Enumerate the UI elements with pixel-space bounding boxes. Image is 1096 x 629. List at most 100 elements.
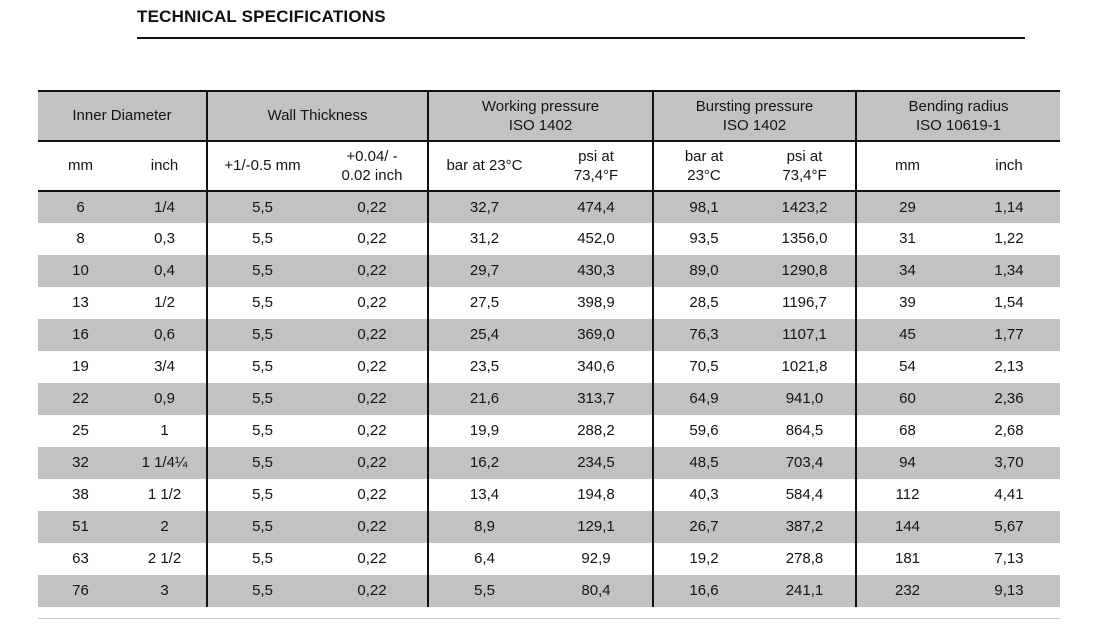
cell: 1290,8 [754,255,857,287]
group-header-working-pressure: Working pressure ISO 1402 [428,90,654,142]
unit-header-bursting-psi: psi at 73,4°F [754,141,857,192]
cell: 2,36 [958,383,1061,415]
cell: 1423,2 [754,191,857,223]
cell: 5,5 [207,191,317,223]
cell: 1,77 [958,319,1061,351]
cell: 5,5 [252,422,273,440]
cell: 144 [856,511,958,543]
cell: 340,6 [540,351,654,383]
cell: 1 1/2 [123,479,208,511]
cell: 129,1 [540,511,654,543]
cell: 76 [38,575,123,607]
cell: 1,34 [958,255,1061,287]
cell: 29,7 [428,255,540,287]
cell: 5,5 [252,294,273,312]
cell: 1/2 [123,287,208,319]
cell: 369,0 [540,319,654,351]
page-title: TECHNICAL SPECIFICATIONS [137,7,386,26]
cell: 1,14 [958,191,1061,223]
cell: 5,5 [252,550,273,568]
table-row: 63 2 1/2 5,5 0,22 6,4 92,9 19,2 278,8 181 7,13 [38,543,1060,575]
unit-header-inch: inch [123,141,208,192]
cell: 5,5 [428,575,540,607]
cell: 16,2 [428,447,540,479]
table-body: 6 1/4 5,5 0,22 32,7 474,4 98,1 1423,2 29 1,14 8 0,3… [38,191,1061,607]
cell: 5,5 [207,383,317,415]
cell: 45 [856,319,958,351]
cell: 0,3 [123,223,208,255]
cell: 2 [123,511,208,543]
cell: 40,3 [689,486,719,504]
cell: 5,67 [958,511,1061,543]
cell: 0,22 [317,255,429,287]
cell: 278,8 [754,543,857,575]
table-row: 38 1 1/2 5,5 0,22 13,4 194,8 40,3 584,4 112 4,41 [38,479,1060,511]
cell: 19 [72,358,89,376]
cell: 241,1 [754,575,857,607]
cell: 51 [38,511,123,543]
cell: 25 [72,422,89,440]
cell: 5,5 [252,230,273,248]
cell: 398,9 [540,287,654,319]
cell: 430,3 [540,255,654,287]
cell: 63 [72,550,89,568]
cell: 13,4 [469,486,500,504]
cell: 59,6 [689,422,719,440]
unit-header-tolerance-inch: +0.04/ - 0.02 inch [317,141,429,192]
table-row: 16 0,6 5,5 0,22 25,4 369,0 76,3 1107,1 45 1,77 [38,319,1061,351]
cell: 32,7 [428,191,540,223]
cell: 112 [895,486,920,504]
cell: 0,22 [317,415,429,447]
cell: 234,5 [540,447,654,479]
cell: 2,68 [994,422,1024,440]
cell: 19,9 [469,422,500,440]
table-row: 13 1/2 5,5 0,22 27,5 398,9 28,5 1196,7 39 1,54 [38,287,1060,319]
cell: 16 [38,319,123,351]
cell: 474,4 [540,191,654,223]
cell: 1 [123,415,208,447]
table-row: 19 3/4 5,5 0,22 23,5 340,6 70,5 1021,8 54 2,13 [38,351,1060,383]
table-row: 25 1 5,5 0,22 19,9 288,2 59,6 864,5 68 2,68 [38,415,1060,447]
cell: 1,54 [994,294,1024,312]
cell: 23,5 [469,358,500,376]
cell: 0,22 [317,223,429,255]
cell: 80,4 [540,575,654,607]
cell: 19,2 [689,550,719,568]
table-row: 6 1/4 5,5 0,22 32,7 474,4 98,1 1423,2 29 1,14 [38,191,1061,223]
group-header-inner-diameter: Inner Diameter [38,90,208,142]
table-header: Inner Diameter Wall Thickness Working pr… [38,90,1061,192]
unit-header-tolerance-mm: +1/-0.5 mm [207,141,317,192]
cell: 0,6 [123,319,208,351]
cell: 5,5 [207,319,317,351]
cell: 313,7 [540,383,654,415]
unit-header-mm: mm [38,141,123,192]
cell: 5,5 [252,486,273,504]
cell: 93,5 [689,230,719,248]
unit-header-working-bar: bar at 23°C [428,141,540,192]
cell: 26,7 [653,511,754,543]
cell: 9,13 [958,575,1061,607]
cell: 1107,1 [754,319,857,351]
cell: 703,4 [754,447,857,479]
cell: 1 1/4¼ [123,447,208,479]
cell: 194,8 [540,479,654,511]
cell: 3,70 [958,447,1061,479]
cell: 3 [123,575,208,607]
cell: 4,41 [994,486,1024,504]
cell: 6 [38,191,123,223]
cell: 21,6 [428,383,540,415]
cell: 0,22 [317,511,429,543]
cell: 54 [899,358,916,376]
cell: 387,2 [754,511,857,543]
table-row: 51 2 5,5 0,22 8,9 129,1 26,7 387,2 144 5,67 [38,511,1061,543]
cell: 13 [72,294,89,312]
cell: 0,4 [123,255,208,287]
unit-header-working-psi: psi at 73,4°F [540,141,654,192]
table-row: 76 3 5,5 0,22 5,5 80,4 16,6 241,1 232 9,13 [38,575,1061,607]
cell: 2 1/2 [123,543,208,575]
cell: 0,22 [317,287,429,319]
cell: 0,22 [317,351,429,383]
cell: 60 [856,383,958,415]
cell: 22 [38,383,123,415]
cell: 1,22 [994,230,1024,248]
